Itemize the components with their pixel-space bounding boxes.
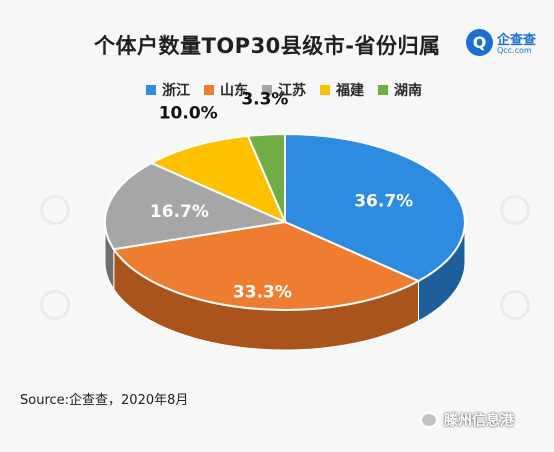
legend-label: 浙江 — [162, 83, 190, 99]
legend-swatch — [204, 85, 214, 95]
watermark-badge: 滕州信息港 — [420, 408, 514, 432]
legend-item: 山东 — [204, 80, 248, 100]
watermark-label: 滕州信息港 — [444, 413, 514, 429]
pie-sides — [104, 222, 466, 351]
pie-slice — [284, 132, 466, 283]
legend-label: 江苏 — [278, 83, 306, 99]
pie-data-label: 16.7% — [150, 202, 209, 222]
watermark-logo — [40, 195, 70, 225]
legend-swatch — [320, 85, 330, 95]
pie-data-label: 36.7% — [354, 192, 413, 212]
legend-label: 山东 — [220, 83, 248, 99]
legend-label: 湖南 — [394, 83, 422, 99]
pie-slice — [104, 161, 289, 251]
qcc-logo: Q 企查查 Qcc.com — [466, 27, 536, 61]
legend-swatch — [146, 85, 156, 95]
legend-label: 福建 — [336, 83, 364, 99]
pie-data-label: 3.3% — [241, 90, 288, 110]
legend-swatch — [378, 85, 388, 95]
legend-item: 福建 — [320, 80, 364, 100]
pie-slice — [112, 220, 421, 311]
legend-item: 湖南 — [378, 80, 422, 100]
pie-data-label: 10.0% — [159, 104, 218, 124]
pie-slice — [246, 132, 286, 223]
legend-item: 江苏 — [262, 80, 306, 100]
source-note: Source:企查查，2020年8月 — [20, 393, 189, 408]
qcc-logo-name: 企查查 — [497, 33, 537, 48]
watermark-logo — [500, 290, 530, 320]
qcc-logo-url: Qcc.com — [497, 46, 532, 55]
watermark-logo — [40, 290, 70, 320]
wechat-icon — [420, 412, 438, 428]
qcc-logo-icon: Q — [466, 29, 493, 56]
pie-slice — [149, 134, 287, 224]
chart-title: 个体户数量TOP30县级市-省份归属 — [94, 34, 441, 58]
chart-legend: 浙江 山东 江苏 福建 湖南 — [146, 80, 436, 100]
watermark-logo — [500, 195, 530, 225]
legend-swatch — [262, 85, 272, 95]
legend-item: 浙江 — [146, 80, 190, 100]
pie-data-label: 33.3% — [233, 283, 292, 303]
